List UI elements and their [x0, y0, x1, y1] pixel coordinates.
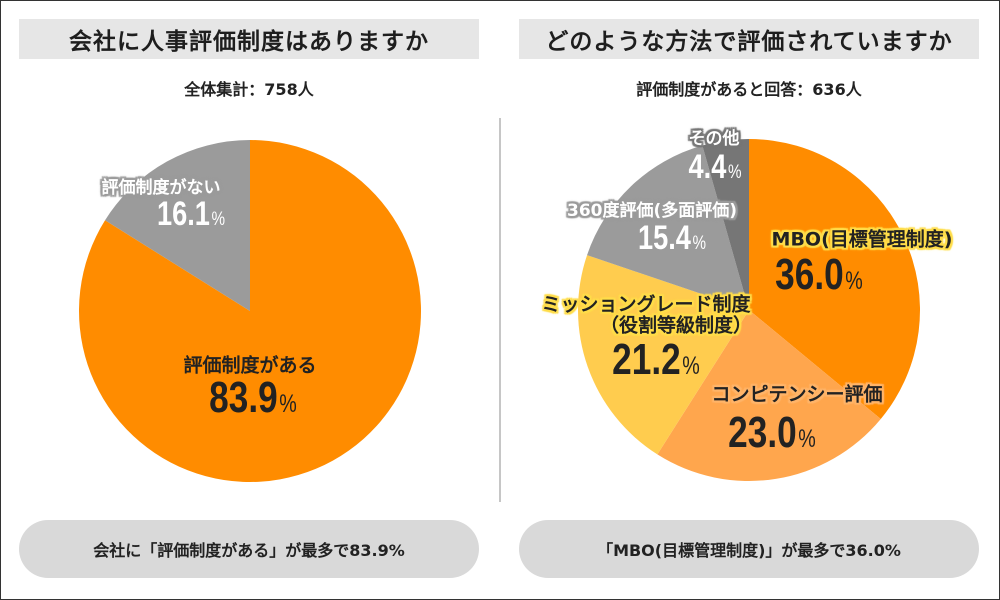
- value-number: 36.0: [775, 250, 844, 299]
- left-title-bar: 会社に人事評価制度はありますか: [19, 19, 479, 59]
- left-summary-text: 会社に「評価制度がある」が最多で83.9%: [93, 541, 405, 560]
- value-label-has-system: 83.9%: [209, 376, 297, 420]
- pie-slice-mission-grade: [578, 255, 749, 455]
- left-pie-chart: [79, 140, 422, 482]
- right-summary-pill: 「MBO(目標管理制度)」が最多で36.0%: [519, 520, 979, 578]
- value-number: 16.1: [156, 195, 210, 233]
- right-chart-respondents: 評価制度があると回答：636人: [636, 80, 862, 99]
- value-number: 23.0: [728, 408, 797, 457]
- slice-label-360-degree: 360度評価(多面評価): [566, 200, 738, 221]
- slice-label-no-system: 評価制度がない: [101, 177, 221, 198]
- value-unit: %: [682, 353, 700, 380]
- pie-slice-360-degree: [587, 145, 749, 310]
- right-title-bar: どのような方法で評価されていますか: [519, 19, 979, 59]
- value-number: 4.4: [688, 148, 727, 186]
- right-pie-chart: [578, 138, 921, 482]
- value-label-other: 4.4%: [689, 150, 742, 184]
- value-unit: %: [279, 391, 297, 418]
- value-label-mbo: 36.0%: [775, 253, 863, 297]
- slice-label-mission-grade: ミッショングレード制度: [541, 293, 751, 316]
- value-unit: %: [692, 233, 707, 254]
- pie-slice-mbo: [749, 139, 921, 419]
- value-label-competency: 23.0%: [728, 411, 816, 455]
- pie-slice-competency: [657, 310, 881, 482]
- pie-slice-other: [702, 138, 749, 310]
- left-chart-respondents: 全体集計：758人: [184, 80, 314, 99]
- value-label-no-system: 16.1%: [157, 197, 225, 231]
- panel-divider: [499, 118, 501, 502]
- value-unit: %: [211, 209, 226, 230]
- value-number: 15.4: [637, 219, 691, 257]
- value-label-360-degree: 15.4%: [638, 221, 706, 255]
- slice-label-mbo: MBO(目標管理制度): [771, 228, 953, 251]
- pie-slice-has-system: [79, 140, 422, 482]
- pie-slice-no-system: [105, 140, 250, 311]
- left-summary-pill: 会社に「評価制度がある」が最多で83.9%: [19, 520, 479, 578]
- slice-label-other: その他: [688, 128, 740, 149]
- left-chart-title: 会社に人事評価制度はありますか: [69, 29, 429, 55]
- value-label-mission-grade: 21.2%: [612, 338, 700, 382]
- value-unit: %: [727, 162, 742, 183]
- slice-label-competency: コンピテンシー評価: [711, 383, 883, 406]
- value-unit: %: [798, 426, 816, 453]
- right-summary-text: 「MBO(目標管理制度)」が最多で36.0%: [597, 541, 901, 560]
- right-chart-title: どのような方法で評価されていますか: [545, 29, 953, 55]
- slice-label-mission-grade-sub: （役割等級制度）: [599, 314, 753, 337]
- value-number: 21.2: [612, 335, 681, 384]
- slice-label-has-system: 評価制度がある: [183, 354, 317, 377]
- value-unit: %: [845, 268, 863, 295]
- value-number: 83.9: [209, 373, 278, 422]
